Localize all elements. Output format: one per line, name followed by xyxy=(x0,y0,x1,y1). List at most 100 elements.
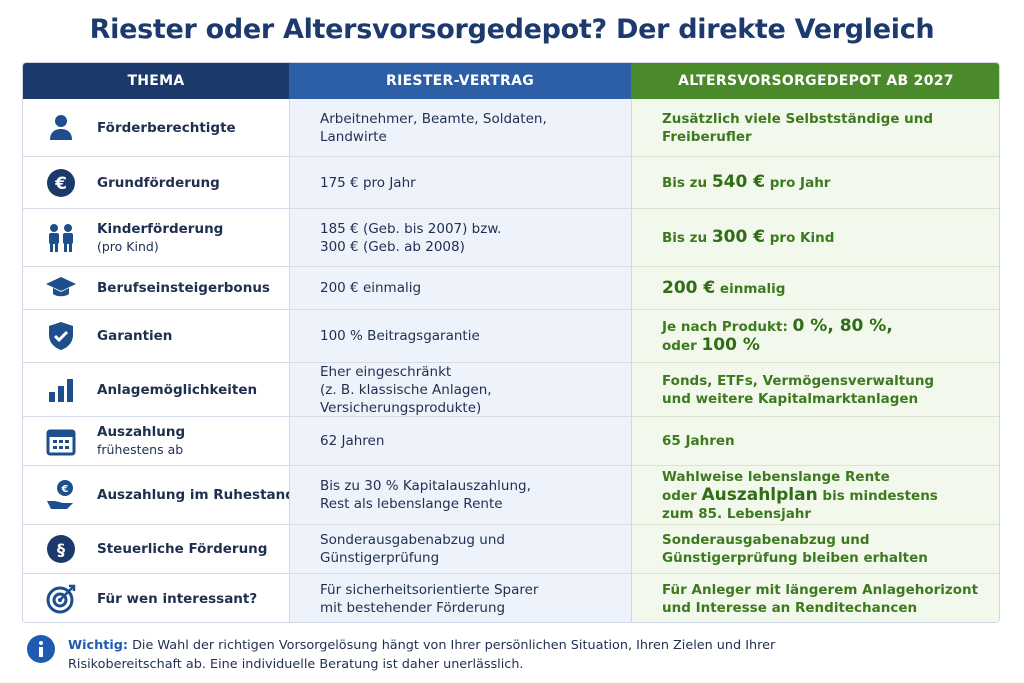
header-cell: ALTERSVORSORGEDEPOT AB 2027 xyxy=(631,63,999,99)
riester-cell: 175 € pro Jahr xyxy=(289,157,631,209)
text-line: oder Auszahlplan bis mindestens xyxy=(662,486,999,505)
cell-text: 65 Jahren xyxy=(662,433,735,449)
row-icon xyxy=(46,584,76,613)
topic-text: (pro Kind) xyxy=(97,238,159,254)
topic-cell: Auszahlung frühestens ab xyxy=(23,417,289,466)
row-icon xyxy=(50,114,72,140)
svg-text:€: € xyxy=(54,174,67,194)
topic-cell: € Grundförderung xyxy=(23,157,289,209)
page-title: Riester oder Altersvorsorgedepot? Der di… xyxy=(89,14,935,45)
depot-cell: Bis zu 300 € pro Kind xyxy=(631,209,999,267)
text-line: zum 85. Lebensjahr xyxy=(662,505,999,523)
cell-text: Rest als lebenslange Rente xyxy=(320,496,503,512)
note: Wichtig: Die Wahl der richtigen Vorsorge… xyxy=(68,636,775,674)
text-line: (z. B. klassische Anlagen, xyxy=(320,381,631,399)
text-line: 175 € pro Jahr xyxy=(320,174,631,192)
cell-text: 175 € pro Jahr xyxy=(320,174,416,191)
text-line: Wahlweise lebenslange Rente xyxy=(662,468,999,486)
topic-cell: Berufseinsteigerbonus xyxy=(23,267,289,310)
riester-cell: Sonderausgabenabzug und Günstigerprüfung xyxy=(289,525,631,574)
cell-text: Je nach Produkt: xyxy=(662,319,793,335)
riester-cell: 62 Jahren xyxy=(289,417,631,466)
note-text: Risikobereitschaft ab. Eine individuelle… xyxy=(68,657,524,672)
cell-text: Bis zu xyxy=(662,230,712,246)
cell-text: Sonderausgabenabzug und xyxy=(662,532,870,548)
text-line: Rest als lebenslange Rente xyxy=(320,495,631,513)
topic-text: Kinderförderung xyxy=(97,220,224,237)
text-line: Arbeitnehmer, Beamte, Soldaten, xyxy=(320,110,631,128)
cell-text: und weitere Kapitalmarktanlagen xyxy=(662,390,919,407)
text-line: Bis zu 30 % Kapitalauszahlung, xyxy=(320,477,631,495)
depot-cell: Wahlweise lebenslange Rente oder Auszahlp… xyxy=(631,466,999,525)
text-line: und weitere Kapitalmarktanlagen xyxy=(662,390,999,408)
topic-text: Garantien xyxy=(97,328,173,344)
cell-text: 185 € (Geb. bis 2007) bzw. xyxy=(320,220,502,237)
row-icon xyxy=(49,378,73,402)
cell-text: Versicherungsprodukte) xyxy=(320,399,482,416)
topic-text: frühestens ab xyxy=(97,442,184,457)
row-icon: € xyxy=(47,168,75,197)
topic-cell: Für wen interessant? xyxy=(23,574,289,622)
text-line: mit bestehender Förderung xyxy=(320,599,631,617)
cell-text: zum 85. Lebensjahr xyxy=(662,505,812,522)
text-line: Bis zu 540 € pro Jahr xyxy=(662,172,999,192)
note-text: Die Wahl der richtigen Vorsorgelösung hä… xyxy=(132,638,776,653)
highlight-text: 540 € xyxy=(711,172,766,192)
cell-text: Für sicherheitsorientierte Sparer xyxy=(320,581,539,598)
topic-cell: Förderberechtigte xyxy=(23,99,289,157)
header-text: ALTERSVORSORGEDEPOT AB 2027 xyxy=(678,73,954,89)
depot-cell: Sonderausgabenabzug und Günstigerprüfung … xyxy=(631,525,999,574)
note-label: Wichtig: xyxy=(68,638,128,653)
cell-text: 300 € (Geb. ab 2008) xyxy=(320,238,465,255)
cell-text: Freiberufler xyxy=(662,128,752,145)
highlight-text: 200 € xyxy=(662,277,716,298)
riester-cell: Bis zu 30 % Kapitalauszahlung, Rest als l… xyxy=(289,466,631,525)
cell-text: Fonds, ETFs, Vermögensverwaltung xyxy=(662,372,935,389)
topic-text: Für wen interessant? xyxy=(97,590,258,607)
text-line: 100 % Beitragsgarantie xyxy=(320,327,631,345)
text-line: oder 100 % xyxy=(662,336,999,355)
svg-text:§: § xyxy=(57,540,65,559)
cell-text: 100 % Beitragsgarantie xyxy=(320,328,480,344)
text-line: 200 € einmalig xyxy=(320,279,631,297)
row-icon xyxy=(49,223,73,252)
depot-cell: Für Anleger mit längerem Anlagehorizont u… xyxy=(631,574,999,622)
note-line: Risikobereitschaft ab. Eine individuelle… xyxy=(68,655,775,674)
cell-text: mit bestehender Förderung xyxy=(320,599,506,616)
text-line: Sonderausgabenabzug und xyxy=(662,531,999,549)
cell-text: 62 Jahren xyxy=(320,433,385,449)
topic-cell: § Steuerliche Förderung xyxy=(23,525,289,574)
cell-text: pro Kind xyxy=(765,230,835,246)
text-line: Landwirte xyxy=(320,128,631,146)
text-line: Bis zu 300 € pro Kind xyxy=(662,228,999,247)
comparison-table: THEMA RIESTER-VERTRAG ALTERSVORSORGEDEPOT … xyxy=(22,62,1000,623)
riester-cell: 100 % Beitragsgarantie xyxy=(289,310,631,363)
header-cell: RIESTER-VERTRAG xyxy=(289,63,631,99)
text-line: und Interesse an Renditechancen xyxy=(662,599,999,617)
row-icon: € xyxy=(47,480,73,509)
topic-text: Auszahlung im Ruhestand xyxy=(97,487,295,503)
text-line: Für Anleger mit längerem Anlagehorizont xyxy=(662,581,999,599)
header-cell: THEMA xyxy=(23,63,289,99)
depot-cell: 65 Jahren xyxy=(631,417,999,466)
riester-cell: 200 € einmalig xyxy=(289,267,631,310)
header-text: RIESTER-VERTRAG xyxy=(385,73,535,89)
depot-cell: 200 € einmalig xyxy=(631,267,999,310)
topic-text: Steuerliche Förderung xyxy=(97,541,268,557)
text-line: 185 € (Geb. bis 2007) bzw. xyxy=(320,220,631,238)
depot-cell: Je nach Produkt: 0 %, 80 %, oder 100 % xyxy=(631,310,999,363)
text-line: Freiberufler xyxy=(662,128,999,146)
cell-text: Wahlweise lebenslange Rente xyxy=(662,468,890,485)
header-text: THEMA xyxy=(127,73,185,89)
cell-text: Arbeitnehmer, Beamte, Soldaten, xyxy=(320,110,547,127)
cell-text: einmalig xyxy=(715,280,786,297)
text-line: Sonderausgabenabzug und xyxy=(320,531,631,549)
cell-text: Zusätzlich viele Selbstständige und xyxy=(662,110,934,127)
depot-cell: Zusätzlich viele Selbstständige und Freib… xyxy=(631,99,999,157)
cell-text: Günstigerprüfung bleiben erhalten xyxy=(662,550,928,566)
text-line: Eher eingeschränkt xyxy=(320,363,631,381)
topic-text: Anlagemöglichkeiten xyxy=(97,381,258,398)
text-line: Für sicherheitsorientierte Sparer xyxy=(320,581,631,599)
text-line: 62 Jahren xyxy=(320,432,631,450)
